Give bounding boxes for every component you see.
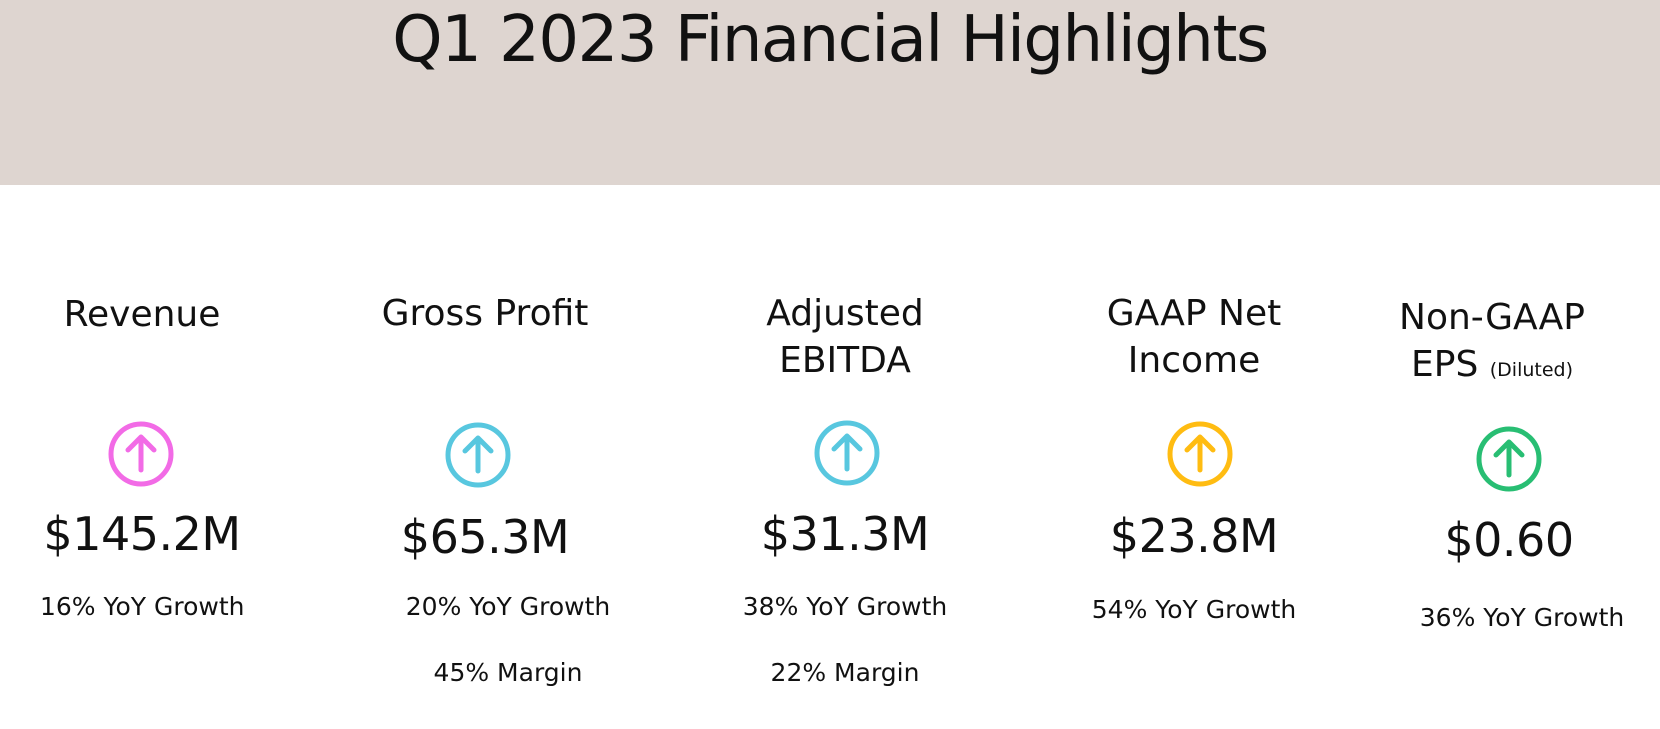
gaap-net-income-label: GAAP Net Income (1074, 290, 1314, 384)
revenue-value: $145.2M (43, 507, 241, 561)
gaap-net-income-label-line1: GAAP Net (1106, 293, 1282, 334)
adjusted-ebitda-card: Adjusted EBITDA $31.3M 38% YoY Growth 22… (725, 0, 965, 729)
revenue-label-text: Revenue (63, 294, 221, 335)
gaap-net-income-label-line2: Income (1127, 340, 1261, 381)
non-gaap-eps-label-line1: Non-GAAP (1399, 297, 1585, 338)
gross-profit-arrow-up-icon (445, 422, 511, 488)
revenue-growth: 16% YoY Growth (40, 592, 245, 621)
non-gaap-eps-arrow-up-icon (1476, 426, 1542, 492)
non-gaap-eps-card: Non-GAAP EPS (Diluted) $0.60 36% YoY Gro… (1395, 0, 1625, 729)
page-title: Q1 2023 Financial Highlights (392, 3, 1269, 77)
adjusted-ebitda-value: $31.3M (760, 507, 930, 561)
revenue-card: Revenue $145.2M 16% YoY Growth (40, 0, 244, 729)
gaap-net-income-growth: 54% YoY Growth (1091, 595, 1297, 624)
gaap-net-income-value: $23.8M (1109, 509, 1279, 563)
adjusted-ebitda-growth: 38% YoY Growth (742, 592, 948, 621)
gross-profit-label-text: Gross Profit (381, 293, 589, 334)
gaap-net-income-arrow-up-icon (1167, 421, 1233, 487)
non-gaap-eps-growth: 36% YoY Growth (1419, 603, 1625, 632)
gross-profit-margin: 45% Margin (433, 658, 583, 687)
non-gaap-eps-label-text: EPS (1410, 344, 1479, 385)
revenue-arrow-up-icon (108, 421, 174, 487)
non-gaap-eps-value: $0.60 (1444, 513, 1574, 567)
gross-profit-value: $65.3M (400, 510, 570, 564)
gross-profit-growth: 20% YoY Growth (405, 592, 611, 621)
gross-profit-card: Gross Profit $65.3M 20% YoY Growth 45% M… (365, 0, 611, 729)
header-band: Q1 2023 Financial Highlights (0, 0, 1660, 185)
non-gaap-eps-label-line2: EPS (Diluted) (1377, 341, 1607, 394)
adjusted-ebitda-arrow-up-icon (814, 420, 880, 486)
gaap-net-income-card: GAAP Net Income $23.8M 54% YoY Growth (1074, 0, 1314, 729)
adjusted-ebitda-label-line2: EBITDA (779, 340, 911, 381)
non-gaap-eps-label: Non-GAAP EPS (Diluted) (1377, 294, 1607, 394)
revenue-label: Revenue (40, 291, 244, 338)
gross-profit-label: Gross Profit (365, 290, 605, 337)
non-gaap-eps-diluted-note: (Diluted) (1489, 359, 1574, 381)
adjusted-ebitda-label-line1: Adjusted (766, 293, 924, 334)
adjusted-ebitda-margin: 22% Margin (770, 658, 920, 687)
adjusted-ebitda-label: Adjusted EBITDA (725, 290, 965, 384)
